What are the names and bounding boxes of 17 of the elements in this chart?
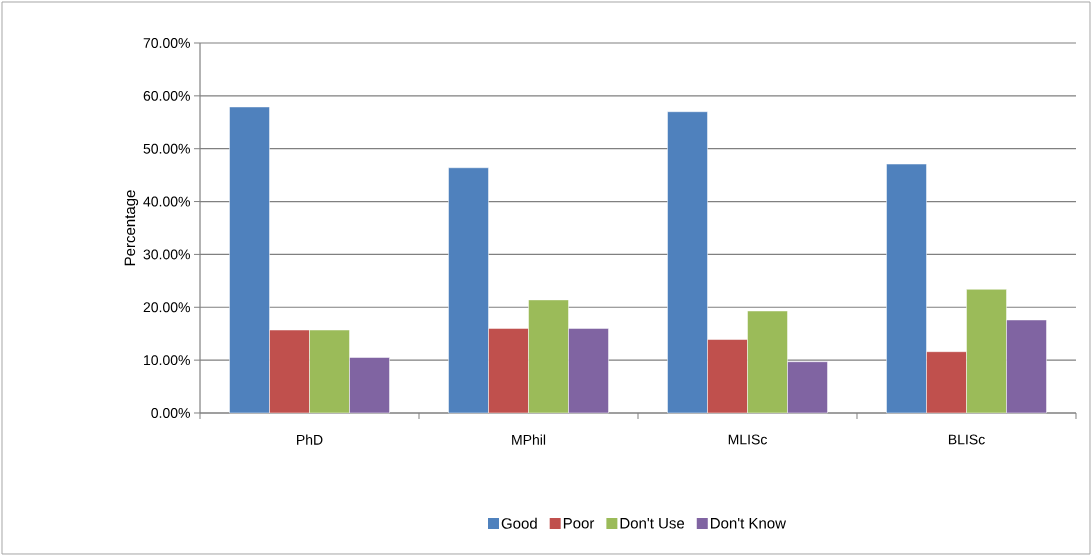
legend-label: Poor [563, 518, 595, 529]
legend-label: Don't Use [620, 518, 685, 529]
y-tick-label: 0.00% [151, 408, 190, 418]
y-tick-label: 10.00% [144, 355, 190, 366]
x-tick-label: BLISc [948, 434, 985, 445]
legend-label: Don't Know [710, 518, 787, 529]
y-tick-label: 70.00% [143, 38, 190, 48]
y-tick-label: 30.00% [143, 249, 190, 260]
legend-label: Good [501, 517, 537, 529]
y-tick-label: 50.00% [143, 143, 190, 154]
x-tick-label: MPhil [512, 434, 546, 445]
y-tick-label: 60.00% [143, 90, 190, 101]
x-tick-label: PhD [297, 434, 323, 445]
y-tick-label: 20.00% [143, 302, 190, 313]
y-axis-title: Percentage [124, 190, 139, 266]
x-tick-label: MLISc [728, 434, 767, 445]
y-tick-label: 40.00% [143, 196, 190, 207]
